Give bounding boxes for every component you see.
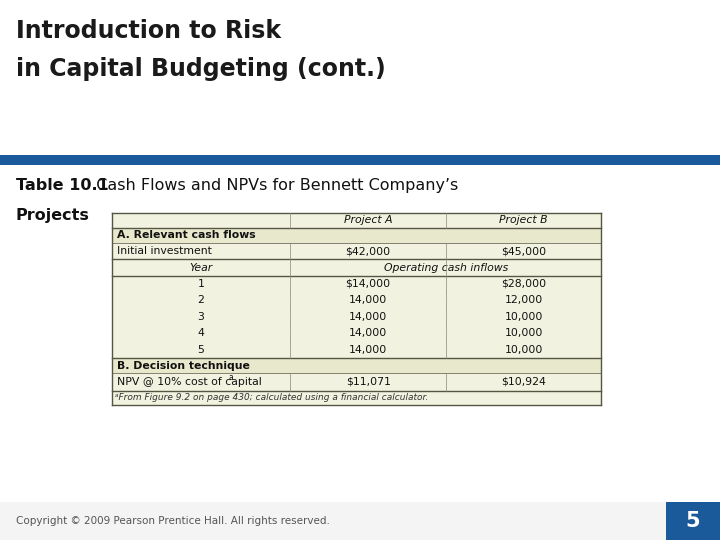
Text: $14,000: $14,000 <box>346 279 391 289</box>
Bar <box>112 243 601 259</box>
Text: 3: 3 <box>197 312 204 322</box>
Text: 14,000: 14,000 <box>349 312 387 322</box>
Text: $45,000: $45,000 <box>501 246 546 256</box>
Bar <box>0 155 720 165</box>
Text: Projects: Projects <box>16 208 90 223</box>
Text: 4: 4 <box>197 328 204 338</box>
Text: A. Relevant cash flows: A. Relevant cash flows <box>117 230 256 240</box>
Bar <box>112 213 601 227</box>
Bar <box>112 391 601 405</box>
Text: $28,000: $28,000 <box>501 279 546 289</box>
Text: 2: 2 <box>197 295 204 306</box>
Text: Project B: Project B <box>499 215 548 225</box>
Text: Initial investment: Initial investment <box>117 246 212 256</box>
Bar <box>112 308 601 325</box>
Text: $11,071: $11,071 <box>346 377 390 387</box>
Text: 12,000: 12,000 <box>505 295 543 306</box>
Text: 14,000: 14,000 <box>349 295 387 306</box>
Text: $10,924: $10,924 <box>501 377 546 387</box>
Text: 1: 1 <box>197 279 204 289</box>
Bar <box>112 325 601 341</box>
Bar <box>0 502 720 540</box>
Text: Copyright © 2009 Pearson Prentice Hall. All rights reserved.: Copyright © 2009 Pearson Prentice Hall. … <box>16 516 330 526</box>
Text: Project A: Project A <box>344 215 392 225</box>
Bar <box>112 276 601 292</box>
Bar <box>112 259 601 276</box>
Text: Introduction to Risk: Introduction to Risk <box>16 19 281 43</box>
Text: 14,000: 14,000 <box>349 345 387 355</box>
Text: $42,000: $42,000 <box>346 246 391 256</box>
Bar <box>112 373 601 391</box>
Bar <box>112 358 601 373</box>
Text: 5: 5 <box>197 345 204 355</box>
Bar <box>112 213 601 405</box>
Text: NPV @ 10% cost of capital: NPV @ 10% cost of capital <box>117 377 261 387</box>
Text: B. Decision technique: B. Decision technique <box>117 361 250 370</box>
Bar <box>666 502 720 540</box>
Text: Table 10.1: Table 10.1 <box>16 178 109 193</box>
Text: Operating cash inflows: Operating cash inflows <box>384 262 508 273</box>
Text: 14,000: 14,000 <box>349 328 387 338</box>
Text: Year: Year <box>189 262 212 273</box>
Bar <box>112 227 601 243</box>
Text: a: a <box>228 373 233 382</box>
Text: in Capital Budgeting (cont.): in Capital Budgeting (cont.) <box>16 57 386 80</box>
Text: 10,000: 10,000 <box>505 345 543 355</box>
Text: ᵃFrom Figure 9.2 on page 430; calculated using a financial calculator.: ᵃFrom Figure 9.2 on page 430; calculated… <box>115 393 428 402</box>
Text: Cash Flows and NPVs for Bennett Company’s: Cash Flows and NPVs for Bennett Company’… <box>86 178 459 193</box>
Text: 5: 5 <box>685 511 701 531</box>
Bar <box>112 341 601 358</box>
Bar <box>112 292 601 308</box>
Text: 10,000: 10,000 <box>505 328 543 338</box>
Text: 10,000: 10,000 <box>505 312 543 322</box>
